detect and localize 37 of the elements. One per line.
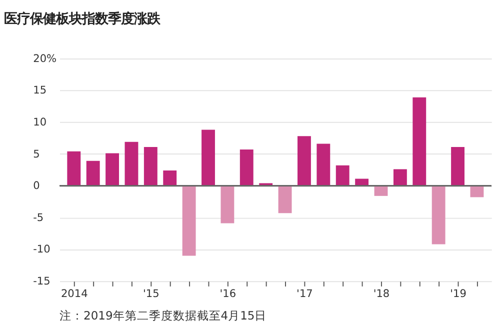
x-tick-label: '15 <box>142 288 160 300</box>
bar <box>412 97 426 186</box>
y-tick-label: 15 <box>33 84 47 97</box>
y-tick-label: -15 <box>33 276 50 288</box>
y-tick-label: -5 <box>33 212 44 224</box>
text: 注：2019年第二季度数据截至4月15日 <box>60 308 267 323</box>
bar <box>240 149 254 186</box>
bar <box>86 160 100 186</box>
bar <box>124 142 138 186</box>
bar <box>355 178 369 186</box>
bar <box>220 186 234 224</box>
bar <box>470 186 484 198</box>
y-tick-label: 10 <box>33 116 47 128</box>
chart-title: 医疗保健板块指数季度涨跌 <box>4 11 161 28</box>
y-tick-label: 20% <box>33 52 57 65</box>
bar <box>393 169 407 186</box>
bar <box>67 151 81 186</box>
x-tick-label: 2014 <box>60 288 88 300</box>
y-tick-label: -10 <box>33 244 51 256</box>
x-tick-label: '17 <box>296 288 313 300</box>
bar <box>374 186 388 196</box>
bar <box>451 146 464 186</box>
bar <box>144 146 158 186</box>
bar <box>432 186 446 244</box>
x-tick-label: '16 <box>220 288 236 300</box>
bar <box>336 165 350 186</box>
bar <box>106 153 119 186</box>
bar <box>182 186 196 256</box>
bar <box>278 186 292 214</box>
bar <box>316 144 330 186</box>
bar <box>163 170 177 186</box>
x-tick-label: '19 <box>450 288 466 300</box>
y-tick-label: 5 <box>33 148 40 160</box>
x-tick-label: '18 <box>373 288 390 300</box>
y-tick-label: 0 <box>33 180 40 192</box>
bar <box>202 130 215 186</box>
bar <box>298 136 311 186</box>
